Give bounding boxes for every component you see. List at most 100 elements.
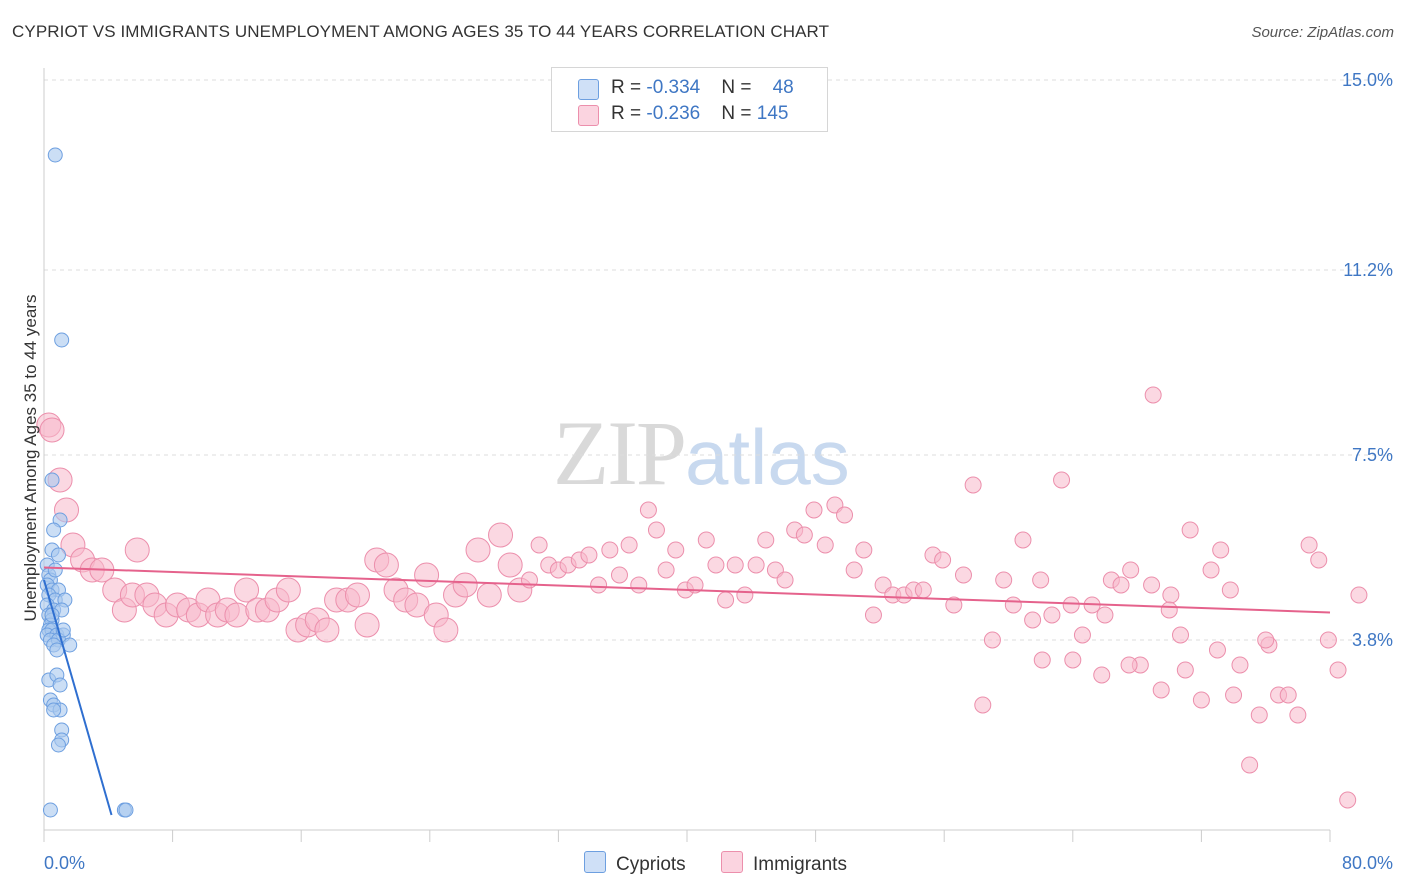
immigrants-point xyxy=(667,541,685,559)
cypriots-legend-label: Cypriots xyxy=(616,854,686,875)
immigrants-point xyxy=(1225,686,1243,704)
x-tick-label: 0.0% xyxy=(44,853,85,873)
cypriots-point xyxy=(52,677,68,693)
immigrants-point xyxy=(983,631,1001,649)
immigrants-point xyxy=(1122,561,1140,579)
immigrants-point xyxy=(805,501,823,519)
immigrants-point xyxy=(639,501,657,519)
immigrants-point xyxy=(1143,576,1161,594)
immigrants-point xyxy=(686,576,704,594)
immigrants-point xyxy=(1181,521,1199,539)
immigrants-point xyxy=(465,537,491,563)
immigrants-point xyxy=(433,617,459,643)
immigrants-point xyxy=(497,552,523,578)
cypriots-points xyxy=(39,147,134,818)
immigrants-point xyxy=(1289,706,1307,724)
immigrants-point xyxy=(995,571,1013,589)
immigrants-point xyxy=(647,521,665,539)
immigrants-point xyxy=(914,581,932,599)
immigrants-legend-label: Immigrants xyxy=(753,854,847,875)
cypriots-point xyxy=(50,547,66,563)
immigrants-point xyxy=(855,541,873,559)
immigrants-point xyxy=(1053,471,1071,489)
immigrants-point xyxy=(1033,651,1051,669)
immigrants-point xyxy=(601,541,619,559)
immigrants-point xyxy=(1014,531,1032,549)
grid-layer xyxy=(44,79,1392,641)
immigrants-point xyxy=(707,556,725,574)
immigrants-point xyxy=(816,536,834,554)
immigrants-point xyxy=(1250,706,1268,724)
y-axis-label: Unemployment Among Ages 35 to 44 years xyxy=(21,295,40,622)
immigrants-point xyxy=(1112,576,1130,594)
y-tick-label: 7.5% xyxy=(1352,445,1393,465)
immigrants-point xyxy=(795,526,813,544)
immigrants-point xyxy=(1257,631,1275,649)
immigrants-point xyxy=(275,577,301,603)
cypriots-swatch xyxy=(578,79,599,100)
immigrants-point xyxy=(530,536,548,554)
immigrants-point xyxy=(836,506,854,524)
cypriots-point xyxy=(47,147,63,163)
immigrants-point xyxy=(1152,681,1170,699)
immigrants-point xyxy=(630,576,648,594)
cypriots-point xyxy=(44,472,60,488)
immigrants-point xyxy=(1162,586,1180,604)
immigrants-point xyxy=(736,586,754,604)
immigrants-point xyxy=(1192,691,1210,709)
cypriots-point xyxy=(46,522,62,538)
trend-layer xyxy=(43,566,1331,816)
correlation-legend: R = -0.334 N = 48 R = -0.236 N = 145 xyxy=(551,67,828,132)
immigrants-point xyxy=(845,561,863,579)
immigrants-points xyxy=(36,386,1368,809)
cypriots-point xyxy=(47,562,63,578)
immigrants-swatch xyxy=(578,105,599,126)
immigrants-point xyxy=(414,562,440,588)
immigrants-point xyxy=(964,476,982,494)
immigrants-point xyxy=(224,602,250,628)
immigrants-point xyxy=(1062,596,1080,614)
immigrants-point xyxy=(1024,611,1042,629)
cypriots-trend-line xyxy=(43,579,113,816)
cypriots-point xyxy=(50,737,66,753)
immigrants-point xyxy=(697,531,715,549)
immigrants-point xyxy=(1231,656,1249,674)
immigrants-point xyxy=(1221,581,1239,599)
immigrants-point xyxy=(1310,551,1328,569)
cypriots-legend-swatch xyxy=(584,851,606,873)
immigrants-point xyxy=(1176,661,1194,679)
immigrants-point xyxy=(476,582,502,608)
chart-title: CYPRIOT VS IMMIGRANTS UNEMPLOYMENT AMONG… xyxy=(12,22,830,41)
legend-text-immigrants: R = -0.236 N = 145 xyxy=(611,103,789,124)
immigrants-point xyxy=(1339,791,1357,809)
immigrants-point xyxy=(610,566,628,584)
cypriots-point xyxy=(118,802,134,818)
immigrants-point xyxy=(1096,606,1114,624)
immigrants-point xyxy=(1073,626,1091,644)
immigrants-point xyxy=(1160,601,1178,619)
immigrants-point xyxy=(717,591,735,609)
immigrants-point xyxy=(1241,756,1259,774)
immigrants-point xyxy=(580,546,598,564)
x-tick-label: 80.0% xyxy=(1342,853,1393,873)
cypriots-point xyxy=(54,332,70,348)
immigrants-point xyxy=(590,576,608,594)
immigrants-point xyxy=(776,571,794,589)
immigrants-point xyxy=(864,606,882,624)
immigrants-point xyxy=(974,696,992,714)
immigrants-point xyxy=(1093,666,1111,684)
immigrants-point xyxy=(354,612,380,638)
immigrants-point xyxy=(747,556,765,574)
watermark-zip: ZIP xyxy=(553,402,687,504)
cypriots-point xyxy=(42,802,58,818)
immigrants-point xyxy=(1212,541,1230,559)
immigrants-point xyxy=(1202,561,1220,579)
immigrants-point xyxy=(1300,536,1318,554)
immigrants-point xyxy=(757,531,775,549)
immigrants-point xyxy=(1329,661,1347,679)
immigrants-point xyxy=(1172,626,1190,644)
immigrants-point xyxy=(1064,651,1082,669)
axis-layer: 3.8% 7.5% 11.2% 15.0% 0.0% 80.0% xyxy=(43,68,1393,873)
immigrants-point xyxy=(726,556,744,574)
immigrants-point xyxy=(1043,606,1061,624)
